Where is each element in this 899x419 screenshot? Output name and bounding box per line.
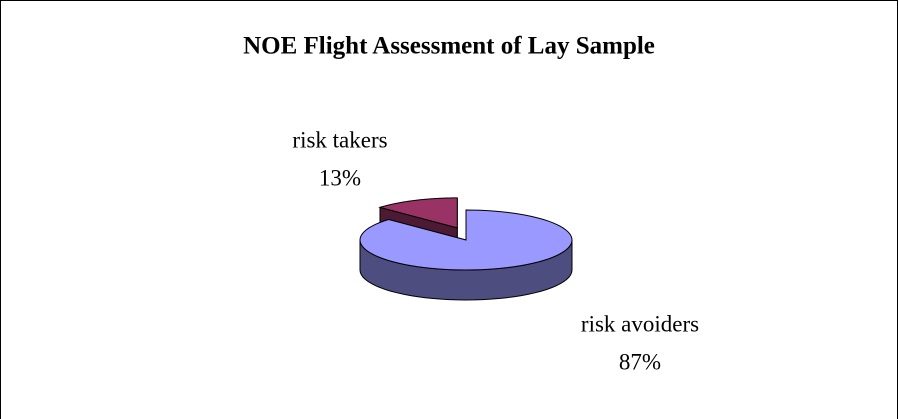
slice-label: risk avoiders (581, 311, 699, 336)
slice-label: risk takers (292, 127, 387, 152)
chart-title: NOE Flight Assessment of Lay Sample (243, 33, 655, 60)
slice-top (378, 197, 458, 229)
slice-value-label: 87% (619, 349, 661, 374)
slice-top (359, 209, 573, 271)
slice-value-label: 13% (319, 165, 361, 190)
